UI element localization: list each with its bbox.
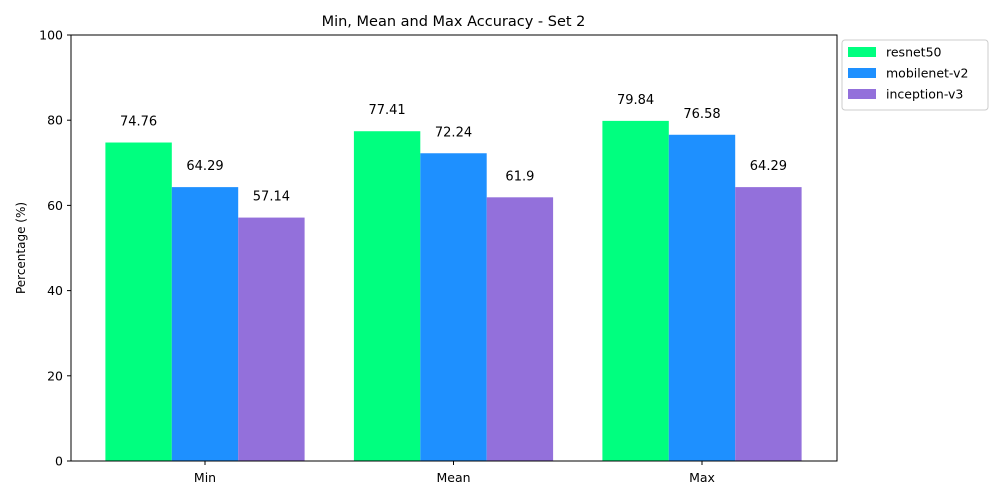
y-tick-label: 60 — [47, 198, 63, 213]
data-label-resnet50-max: 79.84 — [617, 93, 654, 108]
data-label-inception-v3-max: 64.29 — [750, 159, 787, 174]
bar-inception-v3-max — [735, 187, 802, 461]
y-axis-label: Percentage (%) — [14, 202, 28, 294]
bar-inception-v3-min — [238, 217, 305, 461]
x-tick-label-min: Min — [194, 470, 216, 485]
y-tick-label: 20 — [47, 368, 63, 383]
y-tick-label: 100 — [39, 28, 63, 43]
legend-label-inception-v3: inception-v3 — [886, 87, 963, 102]
bar-resnet50-mean — [353, 131, 421, 462]
y-tick-label: 40 — [47, 283, 63, 298]
data-label-inception-v3-mean: 61.9 — [505, 169, 534, 184]
data-label-resnet50-min: 74.76 — [120, 115, 157, 130]
bar-resnet50-min — [105, 142, 172, 461]
legend-swatch-inception-v3 — [848, 89, 876, 99]
legend-frame — [841, 39, 989, 111]
chart-title: Min, Mean and Max Accuracy - Set 2 — [322, 14, 586, 30]
y-axis: 0 20 40 60 80 100 — [39, 28, 71, 469]
bars-group — [105, 120, 802, 462]
legend: resnet50 mobilenet-v2 inception-v3 — [841, 39, 989, 111]
legend-label-mobilenet-v2: mobilenet-v2 — [886, 66, 968, 81]
bar-resnet50-max — [602, 120, 669, 461]
legend-swatch-mobilenet-v2 — [848, 68, 876, 78]
y-tick-label: 80 — [47, 113, 63, 128]
data-label-resnet50-mean: 77.41 — [368, 103, 405, 118]
legend-swatch-resnet50 — [848, 47, 876, 57]
data-label-mobilenet-v2-max: 76.58 — [683, 107, 720, 122]
data-label-mobilenet-v2-min: 64.29 — [186, 159, 223, 174]
data-label-inception-v3-min: 57.14 — [253, 190, 290, 205]
x-axis: Min Mean Max — [194, 461, 715, 485]
legend-label-resnet50: resnet50 — [886, 45, 942, 60]
data-labels-group: 74.76 64.29 57.14 77.41 72.24 61.9 79.84 76.58 6… — [120, 93, 787, 205]
y-tick-label: 0 — [55, 454, 63, 469]
bar-mobilenet-v2-max — [668, 134, 736, 461]
data-label-mobilenet-v2-mean: 72.24 — [435, 125, 472, 140]
bar-mobilenet-v2-min — [171, 187, 239, 461]
x-tick-label-max: Max — [689, 470, 715, 485]
x-tick-label-mean: Mean — [436, 470, 470, 485]
bar-mobilenet-v2-mean — [420, 153, 487, 461]
bar-inception-v3-mean — [486, 197, 554, 461]
